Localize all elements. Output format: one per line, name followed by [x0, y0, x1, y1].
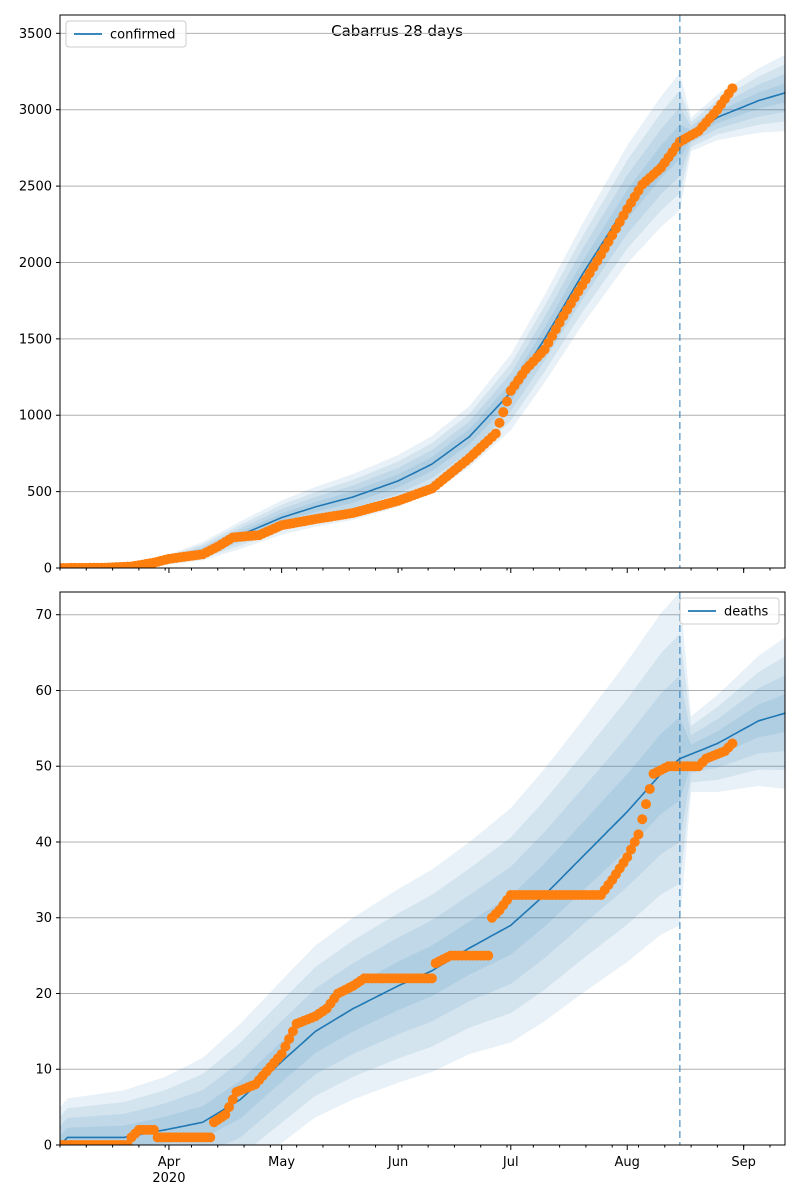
confirmed-ytick-label: 500: [27, 485, 52, 500]
confirmed-ytick-label: 2500: [19, 180, 52, 195]
deaths-observed-point: [227, 1094, 238, 1105]
confirmed-uncertainty-band-4: [60, 83, 785, 568]
deaths-observed-point: [148, 1124, 159, 1135]
deaths-observed-point: [637, 814, 648, 825]
deaths-xtick-label: Jun: [387, 1155, 408, 1170]
deaths-xtick-year-label: 2020: [152, 1171, 185, 1186]
deaths-ytick-label: 60: [35, 684, 52, 699]
deaths-ytick-label: 50: [35, 760, 52, 775]
deaths-observed-point: [224, 1102, 235, 1113]
deaths-observed-point: [426, 973, 437, 984]
deaths-xtick-label: Jul: [502, 1155, 519, 1170]
deaths-observed-point: [644, 783, 655, 794]
confirmed-ytick-label: 3500: [19, 27, 52, 42]
deaths-observed-point: [220, 1109, 231, 1120]
deaths-legend: deaths: [679, 597, 780, 625]
deaths-observed-point: [633, 829, 644, 840]
confirmed-observed-point: [498, 407, 509, 418]
confirmed-observed-point: [502, 396, 513, 407]
deaths-ytick-label: 40: [35, 835, 52, 850]
deaths-xtick-label: Apr: [158, 1155, 181, 1170]
confirmed-uncertainty-band-1: [60, 54, 785, 568]
confirmed-axes-frame: [59, 14, 786, 569]
confirmed-ytick-label: 3000: [19, 103, 52, 118]
figure-title: Cabarrus 28 days: [331, 22, 463, 40]
deaths-observed-point: [629, 836, 640, 847]
confirmed-ytick-label: 1000: [19, 409, 52, 424]
confirmed-plot-area: [60, 54, 785, 568]
confirmed-ytick-label: 1500: [19, 332, 52, 347]
confirmed-ytick-label: 0: [44, 562, 52, 577]
deaths-observed-point: [276, 1049, 287, 1060]
deaths-observed-point: [205, 1132, 216, 1143]
deaths-xtick-label: Aug: [615, 1155, 640, 1170]
deaths-ytick-label: 30: [35, 911, 52, 926]
deaths-observed-point: [641, 799, 652, 810]
deaths-observed-point: [727, 738, 738, 749]
deaths-legend-label: deaths: [724, 605, 769, 620]
deaths-observed-point: [280, 1041, 291, 1052]
confirmed-legend: confirmed: [65, 20, 187, 48]
deaths-uncertainty-band-1: [60, 592, 785, 1145]
confirmed-observed-point: [494, 417, 505, 428]
deaths-observed-point: [483, 950, 494, 961]
confirmed-ytick-label: 2000: [19, 256, 52, 271]
confirmed-chart-panel: 0 500 1000 1500 2000 2500 3000 3500 confirmed: [19, 14, 786, 577]
confirmed-observed-point: [490, 428, 501, 439]
deaths-plot-area: [60, 592, 785, 1145]
deaths-observed-point: [625, 844, 636, 855]
deaths-xtick-label: May: [268, 1155, 295, 1170]
deaths-observed-point: [284, 1033, 295, 1044]
deaths-xtick-label: Sep: [731, 1155, 756, 1170]
confirmed-legend-label: confirmed: [110, 28, 176, 43]
deaths-uncertainty-band-2: [60, 633, 785, 1145]
deaths-axes-frame: [59, 591, 786, 1146]
deaths-legend-box: [679, 597, 780, 625]
deaths-ytick-label: 10: [35, 1063, 52, 1078]
deaths-ytick-label: 20: [35, 987, 52, 1002]
deaths-ytick-label: 70: [35, 608, 52, 623]
deaths-observed-point: [622, 852, 633, 863]
deaths-uncertainty-band-4: [60, 694, 785, 1145]
deaths-ytick-label: 0: [44, 1139, 52, 1154]
deaths-observed-point: [287, 1026, 298, 1037]
confirmed-legend-box: [65, 20, 187, 48]
deaths-uncertainty-band-3: [60, 675, 785, 1145]
confirmed-observed-point: [727, 83, 738, 94]
